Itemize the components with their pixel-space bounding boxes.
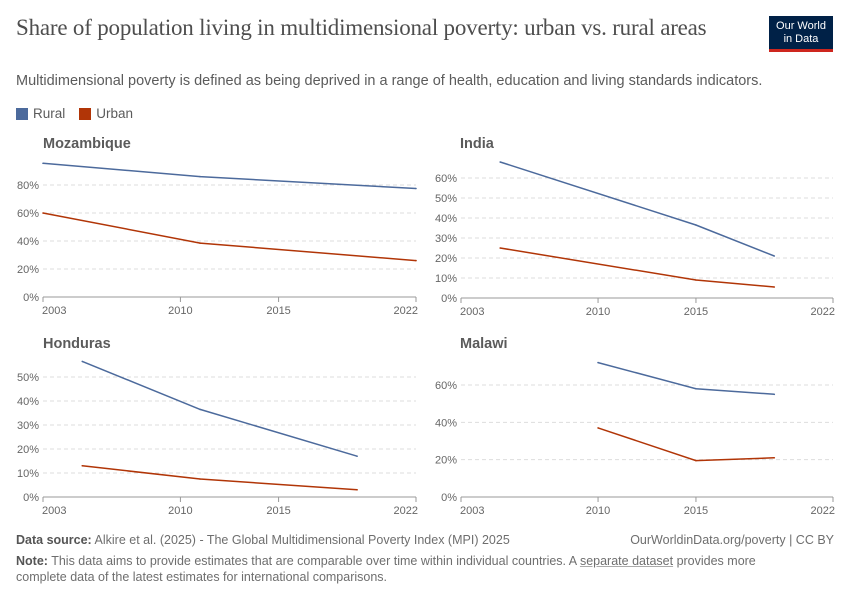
series-line-rural-mozambique: [42, 162, 417, 190]
owid-logo[interactable]: Our World in Data: [769, 16, 833, 52]
data-point-rural: [42, 162, 44, 165]
data-point-rural: [695, 387, 697, 390]
chart-subtitle: Multidimensional poverty is defined as b…: [16, 73, 763, 89]
series-line-rural-malawi: [597, 361, 775, 396]
data-point-rural: [356, 455, 358, 458]
data-point-rural: [499, 161, 501, 163]
data-point-rural: [81, 360, 84, 363]
y-tick-label: 0%: [23, 492, 39, 504]
data-point-rural: [597, 361, 599, 364]
data-point-urban: [773, 286, 776, 288]
x-tick-label: 2010: [168, 305, 192, 317]
panel-title-india: India: [460, 136, 495, 152]
y-tick-label: 0%: [441, 293, 457, 305]
x-tick-label: 2003: [42, 305, 66, 317]
x-tick-label: 2022: [811, 505, 835, 517]
data-point-urban: [356, 489, 358, 491]
y-tick-label: 50%: [435, 193, 457, 205]
x-tick-label: 2015: [266, 505, 290, 517]
logo-line-1: Our World: [776, 20, 826, 32]
source-label: Data source:: [16, 533, 92, 547]
x-tick-label: 2003: [460, 306, 484, 318]
y-tick-label: 10%: [17, 468, 39, 480]
y-tick-label: 40%: [435, 213, 457, 225]
data-point-urban: [415, 259, 417, 262]
y-tick-label: 40%: [17, 236, 39, 248]
y-tick-label: 80%: [17, 180, 39, 192]
y-tick-label: 60%: [17, 208, 39, 220]
legend: Rural Urban: [16, 106, 133, 121]
y-tick-label: 10%: [435, 273, 457, 285]
note-text-end: provides more complete data of the lates…: [16, 554, 756, 584]
y-tick-label: 0%: [441, 492, 457, 504]
series-line-urban-honduras: [82, 465, 358, 491]
legend-item-rural[interactable]: Rural: [16, 106, 65, 121]
source-url[interactable]: OurWorldinData.org/poverty | CC BY: [630, 533, 834, 547]
x-tick-label: 2022: [394, 505, 418, 517]
x-tick-label: 2003: [42, 505, 66, 517]
data-point-urban: [199, 242, 201, 244]
y-tick-label: 60%: [435, 173, 457, 185]
y-tick-label: 20%: [435, 455, 457, 467]
y-tick-label: 20%: [17, 444, 39, 456]
x-tick-label: 2010: [586, 306, 610, 318]
x-tick-label: 2003: [460, 505, 484, 517]
x-tick-label: 2015: [684, 505, 708, 517]
data-point-urban: [199, 478, 201, 480]
y-tick-label: 60%: [435, 380, 457, 392]
data-point-urban: [695, 279, 697, 281]
logo-line-2: in Data: [783, 33, 819, 45]
chart-title: Share of population living in multidimen…: [16, 15, 707, 40]
series-line-urban-malawi: [597, 427, 775, 462]
x-tick-label: 2010: [586, 505, 610, 517]
source-text[interactable]: Alkire et al. (2025) - The Global Multid…: [94, 533, 510, 547]
series-line-rural-india: [499, 161, 775, 257]
series-line-urban-mozambique: [42, 212, 417, 262]
y-tick-label: 50%: [17, 372, 39, 384]
data-point-rural: [199, 408, 201, 411]
series-line-rural-honduras: [82, 360, 358, 457]
y-tick-label: 40%: [435, 417, 457, 429]
note: Note: This data aims to provide estimate…: [16, 553, 806, 585]
panel-title-honduras: Honduras: [43, 336, 111, 352]
y-tick-label: 20%: [17, 264, 39, 276]
data-point-rural: [773, 255, 776, 257]
x-tick-label: 2015: [684, 306, 708, 318]
y-tick-label: 30%: [435, 233, 457, 245]
data-point-urban: [42, 212, 44, 214]
y-tick-label: 40%: [17, 396, 39, 408]
x-tick-label: 2015: [266, 305, 290, 317]
data-point-urban: [773, 457, 776, 459]
data-point-rural: [773, 393, 776, 396]
separate-dataset-link[interactable]: separate dataset: [579, 554, 674, 568]
x-tick-label: 2022: [394, 305, 418, 317]
y-tick-label: 20%: [435, 253, 457, 265]
series-line-urban-india: [500, 247, 775, 288]
x-tick-label: 2022: [811, 306, 835, 318]
panel-title-malawi: Malawi: [460, 336, 508, 352]
legend-label: Urban: [96, 106, 134, 121]
legend-swatch-rural: [16, 107, 28, 120]
data-point-urban: [499, 247, 501, 249]
note-label: Note:: [16, 554, 48, 568]
data-point-rural: [695, 224, 697, 226]
data-point-urban: [695, 459, 697, 462]
data-point-urban: [81, 465, 84, 467]
panel-title-mozambique: Mozambique: [43, 136, 131, 152]
y-tick-label: 30%: [17, 420, 39, 432]
x-tick-label: 2010: [168, 505, 192, 517]
data-source: Data source: Alkire et al. (2025) - The …: [16, 533, 510, 547]
y-tick-label: 0%: [23, 292, 39, 304]
legend-item-urban[interactable]: Urban: [79, 106, 133, 121]
legend-swatch-urban: [79, 107, 92, 120]
note-text: This data aims to provide estimates that…: [51, 554, 577, 568]
data-point-rural: [415, 187, 417, 190]
data-point-rural: [199, 175, 201, 178]
data-point-urban: [597, 427, 599, 429]
legend-label: Rural: [33, 106, 66, 121]
